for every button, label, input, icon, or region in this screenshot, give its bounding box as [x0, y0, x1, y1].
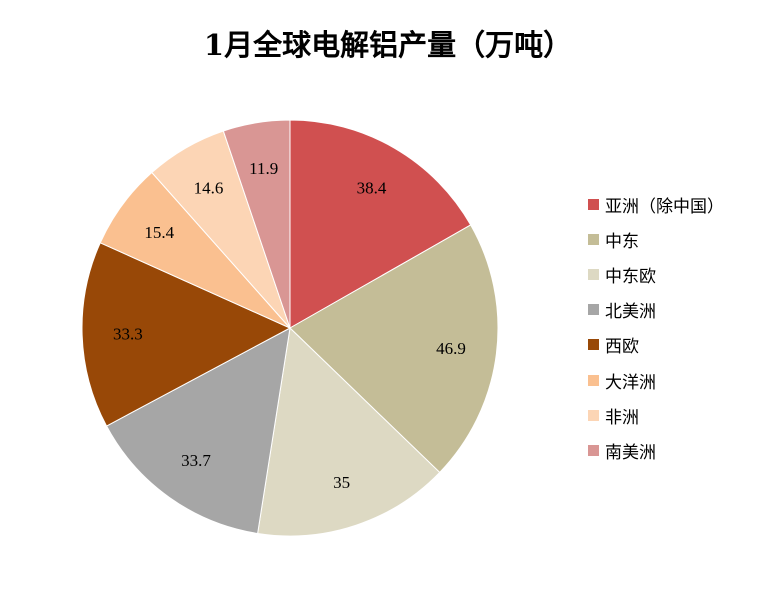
- legend-item: 北美洲: [588, 300, 656, 323]
- data-label-4: 33.3: [113, 325, 143, 344]
- data-label-3: 33.7: [181, 451, 211, 470]
- data-label-2: 35: [333, 473, 350, 492]
- pie-slice-4: [81, 242, 292, 427]
- legend-label: 西欧: [605, 337, 639, 358]
- legend-label: 南美洲: [605, 442, 656, 463]
- data-label-0: 38.4: [357, 179, 387, 198]
- legend-swatch: [588, 409, 599, 421]
- pie-slice-7: [222, 119, 291, 329]
- legend-item: 大洋洲: [588, 370, 656, 393]
- legend-swatch: [588, 233, 599, 245]
- legend-swatch: [588, 198, 599, 210]
- chart-title: 1月全球电解铝产量（万吨）: [203, 28, 573, 62]
- legend-label: 中东: [605, 231, 639, 252]
- legend-label: 非洲: [605, 407, 639, 428]
- legend-item: 中东: [588, 229, 639, 252]
- legend-item: 非洲: [588, 405, 639, 428]
- legend-swatch: [588, 444, 599, 456]
- legend-item: 亚洲（除中国）: [588, 194, 724, 217]
- data-label-5: 15.4: [144, 223, 174, 242]
- pie-slice-0: [289, 119, 472, 329]
- data-label-1: 46.9: [436, 339, 466, 358]
- data-label-6: 14.6: [194, 179, 224, 198]
- legend-swatch: [588, 339, 599, 351]
- legend-label: 中东欧: [605, 266, 656, 287]
- pie-slice-2: [257, 326, 441, 537]
- pie-slice-3: [105, 327, 291, 535]
- legend-label: 大洋洲: [605, 372, 656, 393]
- legend-swatch: [588, 374, 599, 386]
- legend-swatch: [588, 304, 599, 316]
- legend-item: 西欧: [588, 335, 639, 358]
- legend-item: 南美洲: [588, 440, 656, 463]
- legend-item: 中东欧: [588, 264, 656, 287]
- legend-label: 北美洲: [605, 302, 656, 323]
- pie-slice-1: [289, 224, 499, 474]
- legend-label: 亚洲（除中国）: [605, 196, 724, 217]
- data-label-7: 11.9: [249, 159, 278, 178]
- legend-swatch: [588, 268, 599, 280]
